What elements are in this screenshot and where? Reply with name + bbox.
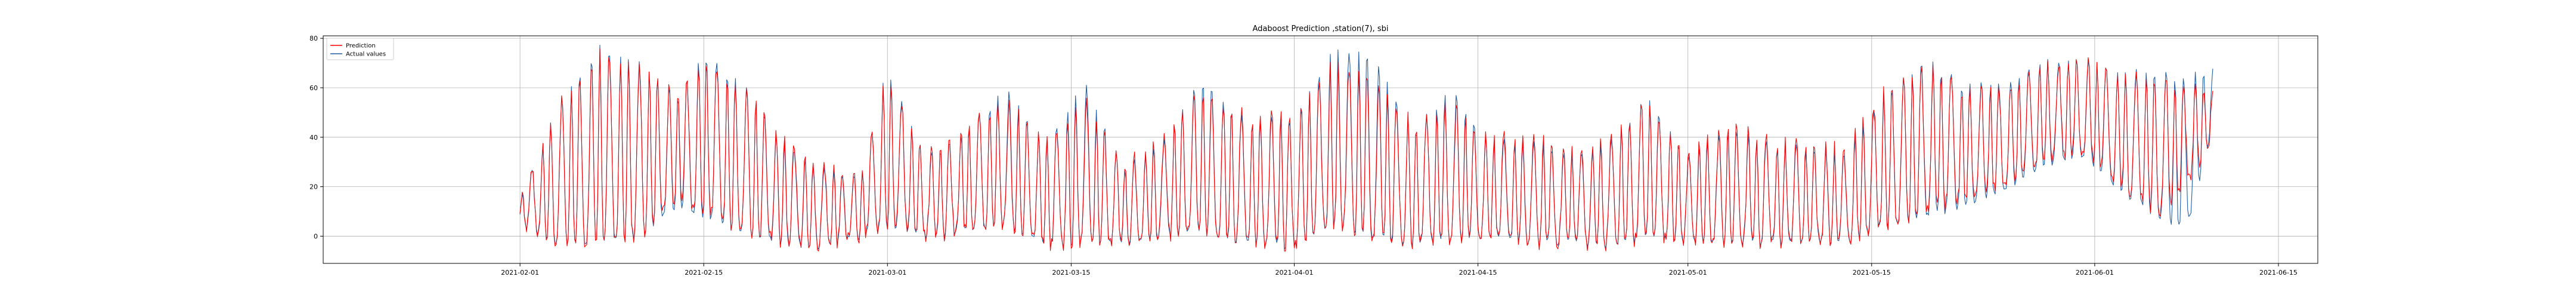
y-tick-label: 40 bbox=[309, 134, 318, 142]
x-tick-label: 2021-04-01 bbox=[1275, 269, 1314, 277]
x-tick-label: 2021-06-01 bbox=[2076, 269, 2114, 277]
y-tick-label: 20 bbox=[309, 183, 318, 191]
series-line-prediction bbox=[519, 48, 2213, 251]
x-tick-label: 2021-02-15 bbox=[685, 269, 723, 277]
series-layer bbox=[519, 44, 2213, 251]
y-tick-label: 80 bbox=[309, 35, 318, 42]
chart-title: Adaboost Prediction ,station(7), sbi bbox=[1253, 24, 1389, 33]
x-axis: 2021-02-01 2021-02-15 2021-03-01 2021-03-15… bbox=[501, 263, 2298, 277]
x-tick-label: 2021-06-15 bbox=[2259, 269, 2298, 277]
legend-box bbox=[326, 38, 394, 60]
legend-label: Prediction bbox=[346, 43, 376, 50]
x-tick-label: 2021-02-01 bbox=[501, 269, 539, 277]
x-tick-label: 2021-05-15 bbox=[1853, 269, 1891, 277]
x-tick-label: 2021-05-01 bbox=[1669, 269, 1707, 277]
legend-label: Actual values bbox=[346, 51, 386, 58]
x-tick-label: 2021-03-15 bbox=[1052, 269, 1090, 277]
x-tick-label: 2021-04-15 bbox=[1459, 269, 1497, 277]
plot-frame bbox=[323, 35, 2318, 264]
x-tick-label: 2021-03-01 bbox=[868, 269, 906, 277]
y-tick-label: 0 bbox=[314, 232, 318, 240]
y-tick-label: 60 bbox=[309, 84, 318, 92]
y-axis: 0 20 40 60 80 bbox=[309, 35, 323, 240]
